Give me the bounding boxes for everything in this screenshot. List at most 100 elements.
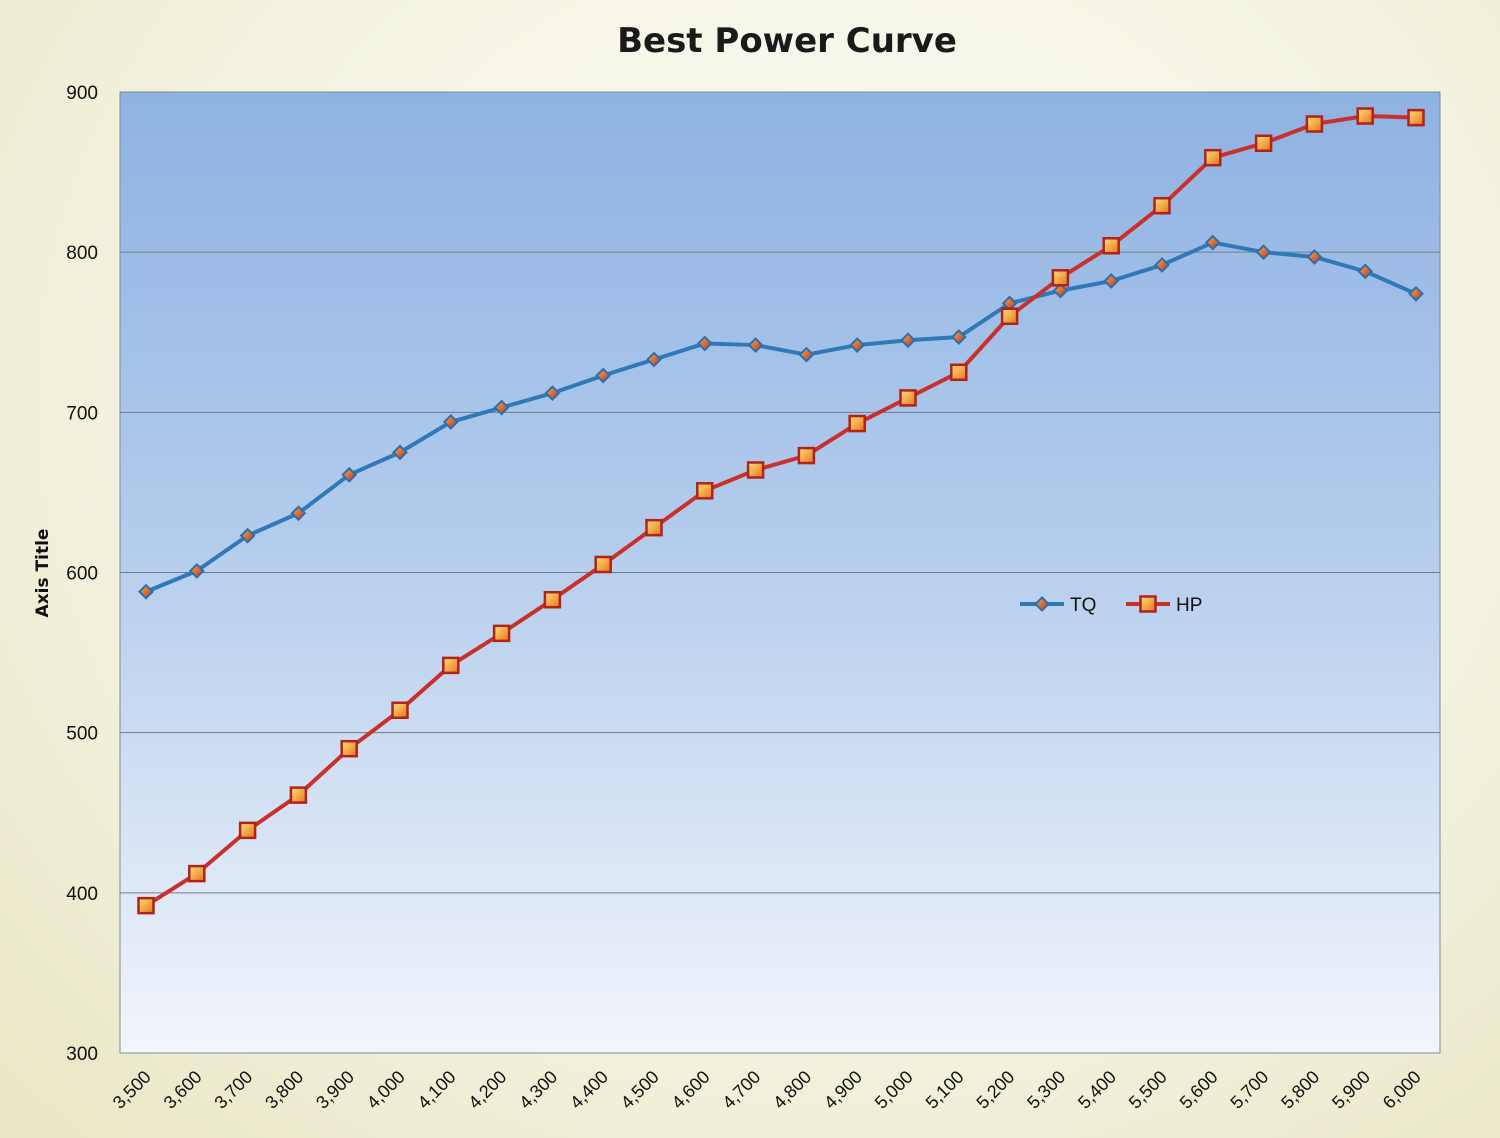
x-tick-label: 3,700 xyxy=(210,1067,256,1113)
x-tick-label: 5,700 xyxy=(1226,1067,1272,1113)
hp-point xyxy=(797,446,816,465)
tq-point xyxy=(646,351,662,368)
tq-point xyxy=(392,444,408,461)
x-tick-label: 5,500 xyxy=(1125,1067,1171,1113)
hp-point xyxy=(645,518,663,537)
hp-point xyxy=(848,414,866,433)
x-tick-label: 5,100 xyxy=(922,1067,968,1113)
tq-point xyxy=(1103,273,1120,289)
hp-point xyxy=(188,864,206,883)
tq-point xyxy=(595,367,612,384)
hp-point xyxy=(1356,107,1374,125)
x-tick-label: 4,600 xyxy=(668,1067,714,1113)
tq-point xyxy=(696,335,713,352)
x-tick-label: 3,500 xyxy=(109,1067,155,1113)
x-tick-label: 4,000 xyxy=(363,1067,409,1113)
tq-point xyxy=(138,583,154,600)
hp-point xyxy=(492,624,511,643)
legend: TQ HP xyxy=(1020,595,1202,616)
tq-point xyxy=(544,385,561,402)
x-tick-label: 4,900 xyxy=(820,1067,866,1113)
x-tick-label: 5,300 xyxy=(1023,1067,1069,1113)
hp-point xyxy=(238,821,257,840)
hp-point xyxy=(289,786,308,804)
series-line-tq xyxy=(145,240,1417,594)
tq-point xyxy=(1034,596,1050,612)
hp-point xyxy=(543,590,562,609)
legend-label: HP xyxy=(1176,595,1202,616)
x-tick-label: 4,300 xyxy=(515,1067,561,1113)
x-tick-label: 5,600 xyxy=(1176,1067,1222,1113)
hp-point xyxy=(1139,595,1157,613)
legend-item-hp: HP xyxy=(1126,595,1202,616)
x-tick-label: 6,000 xyxy=(1379,1067,1425,1113)
legend-item-tq: TQ xyxy=(1020,595,1096,616)
tq-point xyxy=(341,466,358,483)
x-tick-label: 5,900 xyxy=(1328,1067,1374,1113)
y-tick-label: 500 xyxy=(66,724,98,745)
x-tick-label: 4,800 xyxy=(769,1067,815,1113)
gridlines xyxy=(120,251,1440,894)
hp-point xyxy=(137,896,155,915)
tq-point xyxy=(1255,244,1272,261)
tq-point xyxy=(1052,282,1069,299)
y-tick-label: 700 xyxy=(66,403,98,424)
chart-title: Best Power Curve xyxy=(617,21,957,61)
legend-label: TQ xyxy=(1070,595,1096,616)
hp-point xyxy=(1000,307,1019,325)
tq-point xyxy=(1357,263,1374,280)
x-tick-label: 5,000 xyxy=(871,1067,917,1113)
x-tick-label: 4,500 xyxy=(617,1067,663,1113)
x-tick-label: 3,900 xyxy=(312,1067,358,1113)
x-tick-label: 5,800 xyxy=(1277,1067,1323,1113)
x-tick-label: 5,200 xyxy=(972,1067,1018,1113)
x-tick-label: 3,800 xyxy=(261,1067,307,1113)
tq-point xyxy=(747,337,764,353)
tq-point xyxy=(1408,285,1424,302)
y-axis-title: Axis Title xyxy=(33,529,53,618)
y-tick-label: 600 xyxy=(66,564,98,585)
hp-point xyxy=(696,482,714,500)
hp-point xyxy=(442,656,460,675)
x-axis-ticks: 3,500 3,600 3,700 3,800 3,900 4,000 4,100 4,200… xyxy=(109,1067,1425,1113)
y-tick-label: 300 xyxy=(66,1044,98,1065)
tq-point xyxy=(1154,257,1170,273)
x-tick-label: 4,400 xyxy=(566,1067,612,1113)
hp-point xyxy=(1051,269,1070,287)
y-tick-label: 400 xyxy=(66,884,98,905)
series-layer xyxy=(137,107,1425,915)
hp-point xyxy=(746,461,765,479)
tq-point xyxy=(849,337,866,353)
y-tick-label: 800 xyxy=(66,243,98,264)
hp-point xyxy=(1204,148,1222,167)
y-axis-ticks: 300 400 500 600 700 800 900 xyxy=(66,83,98,1065)
hp-point xyxy=(1102,237,1120,255)
series-hp xyxy=(137,107,1425,915)
hp-point xyxy=(1305,115,1324,133)
tq-point xyxy=(290,505,307,522)
x-tick-label: 4,200 xyxy=(464,1067,510,1113)
hp-point xyxy=(340,739,358,758)
tq-point xyxy=(239,527,256,544)
hp-point xyxy=(1153,196,1171,215)
tq-point xyxy=(188,562,205,579)
y-tick-label: 900 xyxy=(66,83,98,104)
hp-point xyxy=(391,701,409,719)
hp-point xyxy=(1407,108,1425,127)
tq-point xyxy=(493,399,510,416)
series-tq xyxy=(138,234,1424,600)
hp-point xyxy=(594,555,612,574)
tq-point xyxy=(442,414,459,430)
x-tick-label: 5,400 xyxy=(1074,1067,1120,1113)
hp-point xyxy=(899,389,917,407)
x-tick-label: 3,600 xyxy=(160,1067,206,1113)
x-tick-label: 4,700 xyxy=(718,1067,764,1113)
x-tick-label: 4,100 xyxy=(414,1067,460,1113)
tq-point xyxy=(1306,249,1323,265)
tq-point xyxy=(900,332,916,349)
tq-point xyxy=(1204,234,1221,251)
hp-point xyxy=(950,363,968,382)
tq-point xyxy=(950,329,967,345)
tq-point xyxy=(798,346,815,363)
